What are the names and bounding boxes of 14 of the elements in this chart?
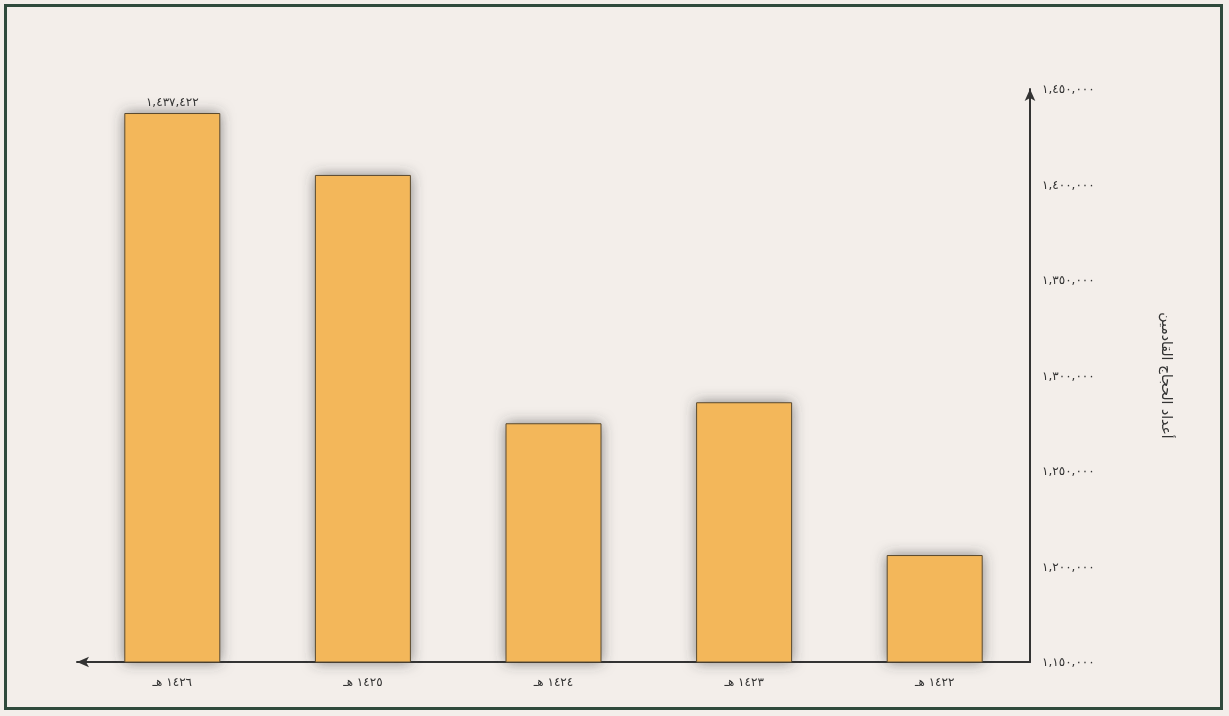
y-tick-label: ١,١٥٠,٠٠٠ (1042, 655, 1095, 669)
y-axis-title: أعداد الحجاج القادمين (1158, 312, 1176, 439)
y-tick-label: ١,٢٠٠,٠٠٠ (1042, 559, 1095, 574)
y-tick-label: ١,٢٥٠,٠٠٠ (1042, 464, 1095, 478)
x-tick-label: ١٤٢٤ هـ (532, 675, 574, 689)
y-tick-label: ١,٣٠٠,٠٠٠ (1042, 368, 1095, 383)
y-tick-label: ١,٣٥٠,٠٠٠ (1042, 273, 1095, 287)
data-label: ١,٤٣٧,٤٢٢ (145, 95, 199, 110)
y-tick-label: ١,٤٠٠,٠٠٠ (1042, 177, 1095, 192)
x-tick-label: ١٤٢٦ هـ (151, 675, 193, 689)
y-tick-label: ١,٤٥٠,٠٠٠ (1042, 82, 1095, 96)
x-tick-label: ١٤٢٣ هـ (723, 675, 765, 689)
x-tick-label: ١٤٢٥ هـ (342, 675, 383, 689)
x-tick-label: ١٤٢٢ هـ (913, 675, 955, 689)
